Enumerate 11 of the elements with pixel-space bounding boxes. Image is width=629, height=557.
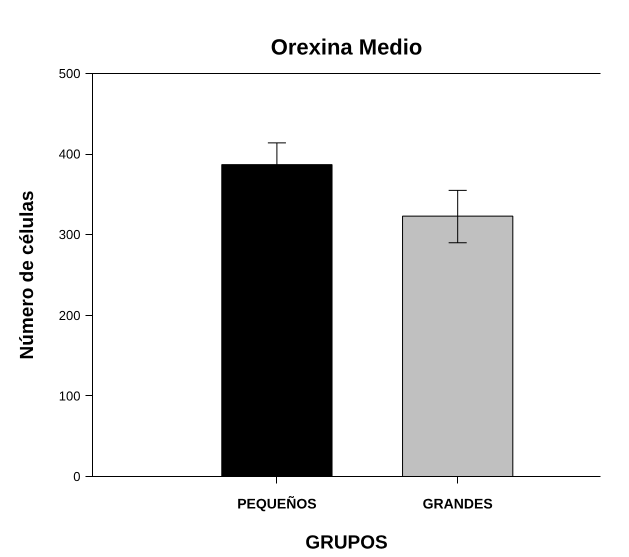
y-tick-label: 0 (73, 469, 81, 484)
x-axis-title: GRUPOS (305, 532, 388, 554)
chart-title: Orexina Medio (270, 34, 422, 60)
y-tick-label: 300 (58, 227, 81, 242)
y-tick-label: 400 (58, 146, 81, 162)
y-tick-label: 100 (58, 388, 81, 404)
x-tick-label: GRANDES (422, 496, 493, 512)
y-axis-title: Número de células (16, 190, 38, 360)
y-tick-label: 500 (58, 66, 81, 81)
y-tick-label: 200 (58, 308, 81, 323)
x-tick-label: PEQUEÑOS (237, 496, 317, 512)
